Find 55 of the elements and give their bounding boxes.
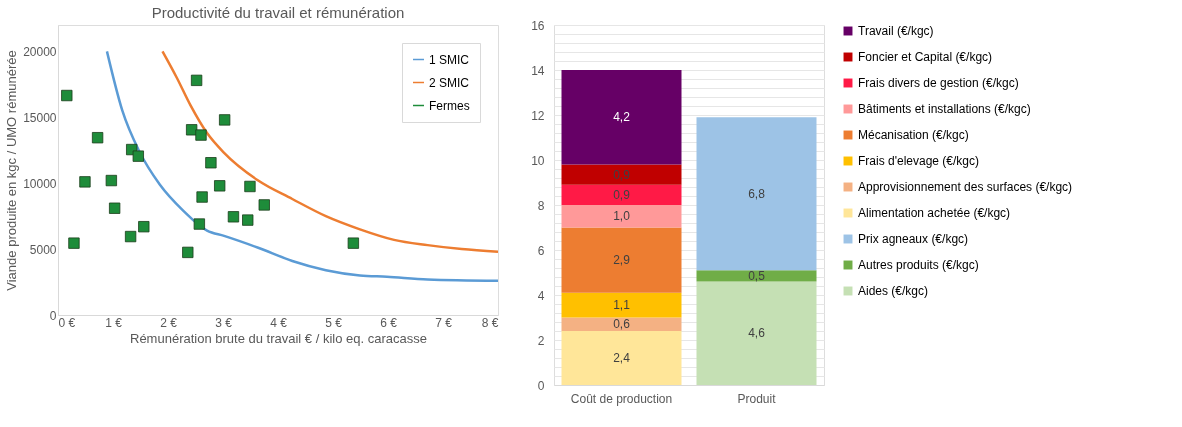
x-tick-label: Produit	[737, 391, 777, 406]
data-label: 0,6	[613, 317, 631, 332]
data-label: 2,4	[613, 351, 631, 365]
data-label: 4,6	[748, 326, 766, 341]
legend-label: Frais d'elevage (€/kgc)	[858, 154, 980, 168]
y-tick-label: 10000	[23, 176, 57, 191]
data-label: 1,1	[613, 298, 631, 313]
y-tick-label: 16	[531, 18, 545, 33]
data-label: 0,5	[748, 268, 766, 283]
data-label: 0,9	[613, 187, 631, 202]
x-tick-label: 8 €	[481, 315, 499, 330]
x-tick-label: Coût de production	[570, 391, 673, 406]
legend-label: 1 SMIC	[429, 52, 470, 67]
y-tick-label: 12	[531, 108, 545, 123]
x-tick-label: 1 €	[105, 315, 123, 330]
legend-label: Alimentation achetée (€/kgc)	[858, 206, 1011, 220]
y-axis-title: Viande produite en kgc / UMO rémunérée	[4, 50, 20, 291]
y-tick-label: 4	[537, 288, 545, 303]
legend-label: Frais divers de gestion (€/kgc)	[858, 76, 1019, 90]
x-tick-label: 4 €	[270, 315, 288, 330]
chart-title: Productivité du travail et rémunération	[151, 4, 405, 21]
legend-label: Prix agneaux (€/kgc)	[858, 232, 969, 246]
x-axis-title: Rémunération brute du travail € / kilo eq. caracasse	[130, 330, 427, 346]
legend-label: 2 SMIC	[429, 75, 470, 90]
line-series	[105, 50, 500, 282]
y-tick-label: 15000	[23, 110, 57, 125]
x-tick-label: 6 €	[380, 315, 398, 330]
y-tick-label: 8	[537, 198, 545, 213]
x-tick-label: 0 €	[58, 315, 76, 330]
legend-label: Autres produits (€/kgc)	[858, 258, 979, 272]
legend-label: Foncier et Capital (€/kgc)	[858, 50, 993, 64]
data-label: 4,2	[613, 110, 631, 125]
y-tick-label: 20000	[23, 44, 57, 59]
y-tick-label: 6	[537, 243, 545, 258]
data-label: 0,9	[613, 167, 631, 182]
x-tick-label: 2 €	[160, 315, 178, 330]
x-tick-label: 7 €	[435, 315, 453, 330]
legend-label: Mécanisation (€/kgc)	[858, 128, 969, 142]
y-tick-label: 10	[531, 153, 545, 168]
y-tick-label: 0	[537, 378, 545, 393]
legend-label: Bâtiments et installations (€/kgc)	[858, 102, 1031, 116]
legend-label: Fermes	[429, 98, 470, 113]
data-label: 6,8	[748, 186, 766, 201]
y-tick-label: 14	[531, 63, 545, 78]
data-label: 2,9	[613, 253, 631, 268]
x-tick-label: 3 €	[215, 315, 233, 330]
legend-label: Travail (€/kgc)	[858, 24, 934, 38]
y-tick-label: 2	[537, 333, 545, 348]
data-label: 1,0	[613, 209, 631, 224]
line-series	[161, 50, 500, 253]
legend-label: Aides (€/kgc)	[858, 284, 929, 298]
x-tick-label: 5 €	[325, 315, 343, 330]
y-tick-label: 0	[49, 308, 57, 323]
y-tick-label: 5000	[29, 242, 57, 257]
legend-label: Approvisionnement des surfaces (€/kgc)	[858, 180, 1073, 194]
